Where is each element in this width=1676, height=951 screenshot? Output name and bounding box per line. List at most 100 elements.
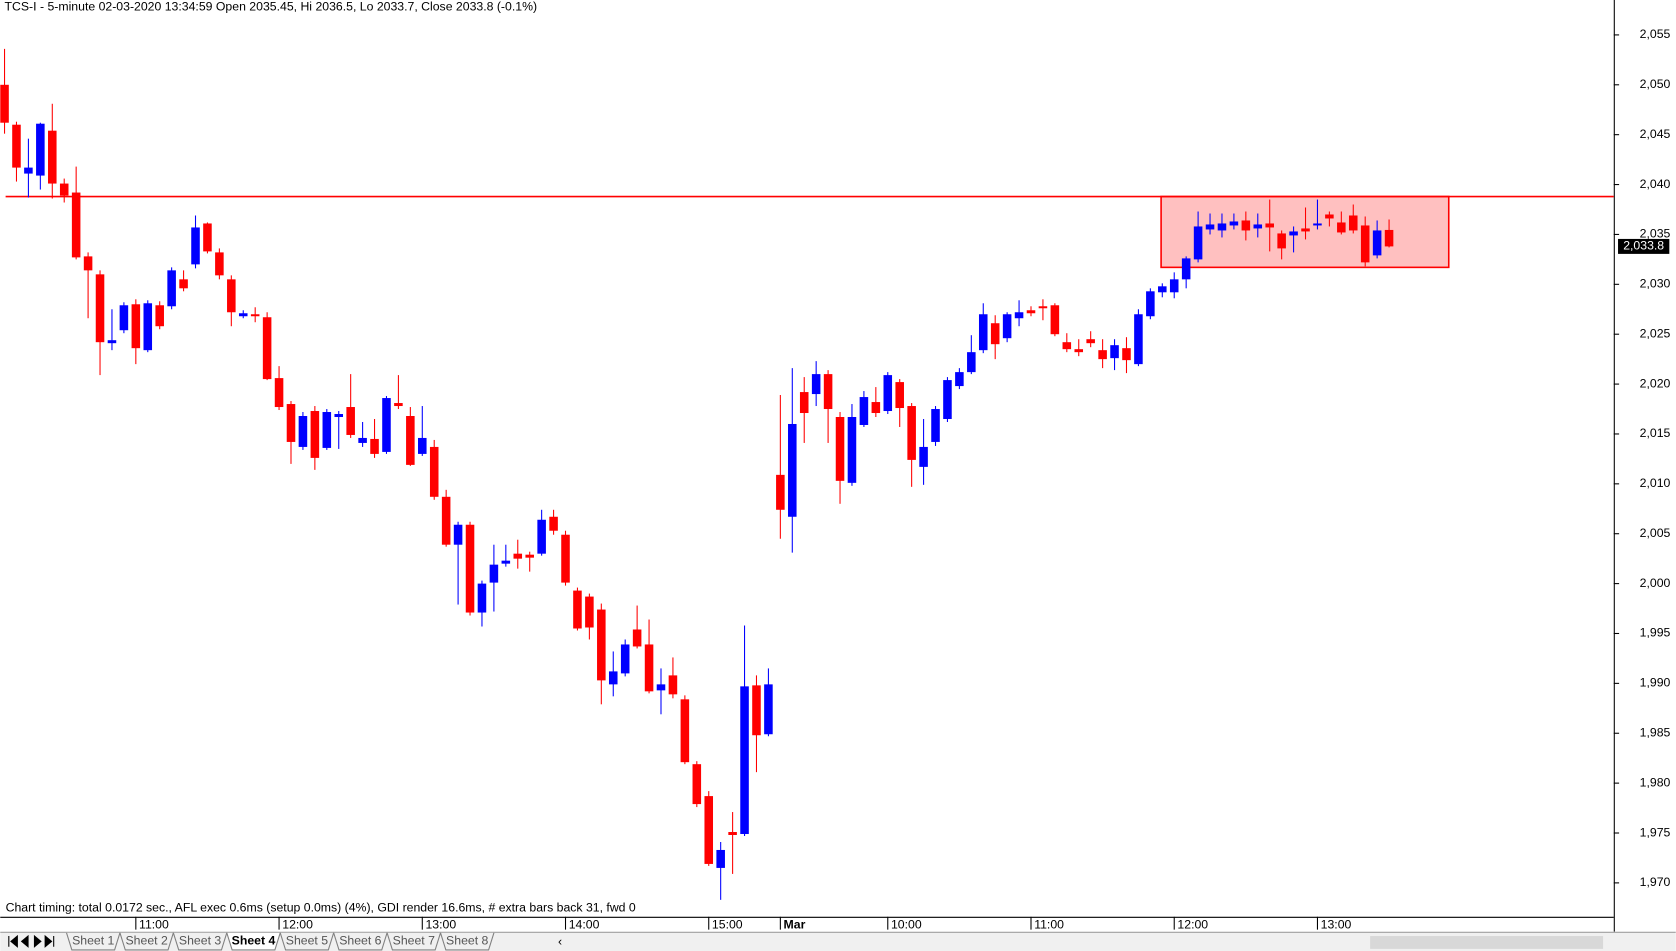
candle-body [238,313,248,317]
sheet-tab-label[interactable]: Sheet 4 [232,934,276,948]
sheet-tab-shape[interactable] [333,932,388,951]
candle-body [250,314,260,317]
last-price-box [1618,238,1670,254]
candle-body [1205,224,1215,230]
candle-body [465,524,475,613]
candle-body [1134,314,1143,365]
candle-body [1384,229,1394,247]
sheet-tab-label[interactable]: Sheet 6 [339,934,381,948]
chart-title: TCS-I - 5-minute 02-03-2020 13:34:59 Ope… [5,0,538,14]
zone [1160,195,1450,269]
tab-nav[interactable] [8,934,55,948]
sheet-tab[interactable]: Sheet 6 [333,932,388,951]
sheet-tab-label[interactable]: Sheet 5 [286,934,328,948]
candle-body [537,519,546,554]
candle-body [1086,339,1095,344]
candle-body [95,274,105,343]
candle-body [513,553,523,559]
candle-body [1217,223,1227,231]
y-tick-label: 2,040 [1640,177,1671,191]
candle-body [620,644,630,674]
candle-body [0,84,9,123]
y-tick-label: 1,995 [1640,626,1671,640]
scrollbar-thumb[interactable] [1370,936,1604,949]
sheet-tab-shape[interactable] [119,932,174,951]
candle-body [680,699,690,763]
tabs: Sheet 1 Sheet 2 Sheet 3 Sheet 4 Sheet 5 Sheet… [66,932,495,951]
candle-body [799,392,809,414]
scroll-left[interactable]: ‹ [558,935,562,949]
candle-body [310,411,320,458]
candle-body [298,416,308,447]
candle-body [36,123,45,176]
sheet-tab-shape[interactable] [66,932,121,951]
candle-body [48,130,57,184]
sheet-tab-shape[interactable] [386,932,442,951]
candle-body [656,684,666,691]
sheet-tab-label[interactable]: Sheet 8 [446,934,488,948]
candle-body [489,564,499,583]
sheet-tab[interactable]: Sheet 1 [66,932,121,951]
candle-body [871,402,881,414]
sheet-tab-shape[interactable] [279,932,335,951]
candle-body [1026,310,1036,314]
sheet-tab[interactable]: Sheet 7 [386,932,442,951]
candle-body [931,409,940,442]
candle-body [119,305,129,331]
last-price-label: 2,033.8 [1623,239,1664,253]
sheet-tab-label[interactable]: Sheet 1 [72,934,114,948]
candle-body [215,252,224,276]
candle-body [990,323,1000,345]
candle-body [1014,312,1024,319]
candle-body [1169,279,1179,293]
candle-body [83,256,93,271]
candle-body [835,417,845,481]
candle-body [1074,349,1084,353]
sheet-tab-shape[interactable] [439,932,495,951]
candle-body [274,378,284,408]
x-tick-label: Mar [784,918,806,932]
candle-body [346,407,355,435]
candle-body [823,374,833,410]
x-tick-label: 11:00 [1034,918,1064,932]
candle-body [59,183,69,196]
y-tick-label: 2,005 [1640,526,1671,540]
candle-body [597,609,606,681]
candle-body [1301,228,1310,232]
sheet-tab-shape[interactable] [172,932,228,951]
x-tick-label: 13:00 [1321,918,1352,932]
candle-body [847,417,857,483]
candle-body [1193,226,1203,260]
candle-body [1372,230,1382,256]
sheet-tab[interactable]: Sheet 2 [119,932,174,951]
candle-body [1253,224,1263,229]
y-tick-label: 1,980 [1640,775,1671,789]
sheet-tab[interactable]: Sheet 8 [439,932,495,951]
candle-body [334,414,344,418]
candle-body [740,686,749,835]
y-tick-label: 2,035 [1640,227,1671,241]
sheet-tab-shape[interactable] [226,932,281,951]
x-tick-label: 15:00 [712,918,743,932]
sheet-tab-label[interactable]: Sheet 3 [179,934,221,948]
sheet-tab-label[interactable]: Sheet 2 [126,934,168,948]
candle-body [1181,258,1191,280]
candle-body [24,167,33,174]
candle-body [978,314,988,351]
candle-body [262,317,272,380]
candle-body [955,372,964,387]
candle-body [525,554,534,558]
candle-body [477,583,487,613]
sheet-tab[interactable]: Sheet 5 [279,932,335,951]
candle-body [943,380,952,419]
candle-body [1158,286,1167,293]
footer-text: Chart timing: total 0.0172 sec., AFL exe… [6,901,636,915]
candle-body [608,671,618,685]
tab-nav-arrows[interactable] [8,934,55,948]
sheet-tab[interactable]: Sheet 4 [226,932,281,951]
x-tick-label: 11:00 [139,918,169,932]
sheet-tab-label[interactable]: Sheet 7 [393,934,435,948]
y-tick-label: 1,975 [1640,825,1671,839]
sheet-tab[interactable]: Sheet 3 [172,932,228,951]
plot-area [0,48,1614,900]
